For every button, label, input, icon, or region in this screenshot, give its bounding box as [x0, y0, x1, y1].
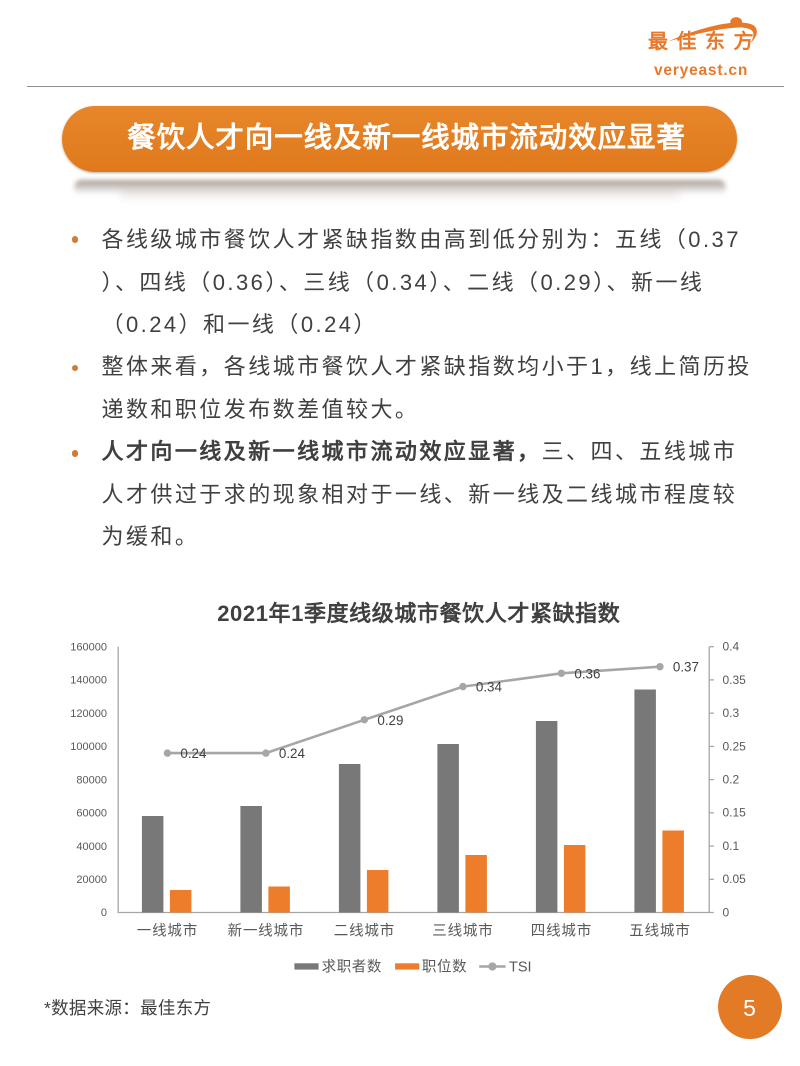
svg-text:0.37: 0.37	[673, 660, 699, 675]
svg-text:TSI: TSI	[509, 959, 532, 975]
svg-text:求职者数: 求职者数	[322, 958, 382, 975]
svg-text:0.24: 0.24	[279, 746, 306, 761]
svg-text:140000: 140000	[70, 675, 107, 687]
svg-text:160000: 160000	[70, 641, 107, 653]
svg-text:0.4: 0.4	[723, 640, 740, 654]
svg-text:2021年1季度线级城市餐饮人才紧缺指数: 2021年1季度线级城市餐饮人才紧缺指数	[217, 601, 621, 626]
svg-text:五线城市: 五线城市	[629, 923, 690, 940]
svg-text:一线城市: 一线城市	[137, 923, 198, 940]
svg-text:三线城市: 三线城市	[432, 923, 493, 940]
svg-text:40000: 40000	[76, 841, 107, 853]
svg-text:0.3: 0.3	[723, 706, 740, 720]
svg-text:0.15: 0.15	[723, 806, 747, 820]
svg-text:0.25: 0.25	[723, 739, 747, 753]
svg-text:0.24: 0.24	[180, 746, 207, 761]
svg-text:0.05: 0.05	[723, 872, 747, 886]
svg-text:0.35: 0.35	[723, 673, 747, 687]
svg-text:0.1: 0.1	[723, 839, 740, 853]
svg-text:80000: 80000	[76, 774, 107, 786]
svg-text:0.34: 0.34	[476, 680, 503, 695]
svg-text:0: 0	[101, 907, 107, 919]
svg-text:0.2: 0.2	[723, 773, 740, 787]
svg-text:新一线城市: 新一线城市	[228, 923, 305, 940]
svg-text:二线城市: 二线城市	[334, 923, 395, 940]
svg-text:100000: 100000	[70, 741, 107, 753]
svg-text:60000: 60000	[76, 808, 107, 820]
svg-text:0: 0	[723, 905, 730, 919]
svg-text:120000: 120000	[70, 708, 107, 720]
svg-text:0.36: 0.36	[574, 666, 600, 681]
svg-text:0.29: 0.29	[377, 713, 403, 728]
svg-text:职位数: 职位数	[422, 958, 467, 975]
svg-text:四线城市: 四线城市	[531, 923, 592, 940]
svg-text:20000: 20000	[76, 874, 107, 886]
